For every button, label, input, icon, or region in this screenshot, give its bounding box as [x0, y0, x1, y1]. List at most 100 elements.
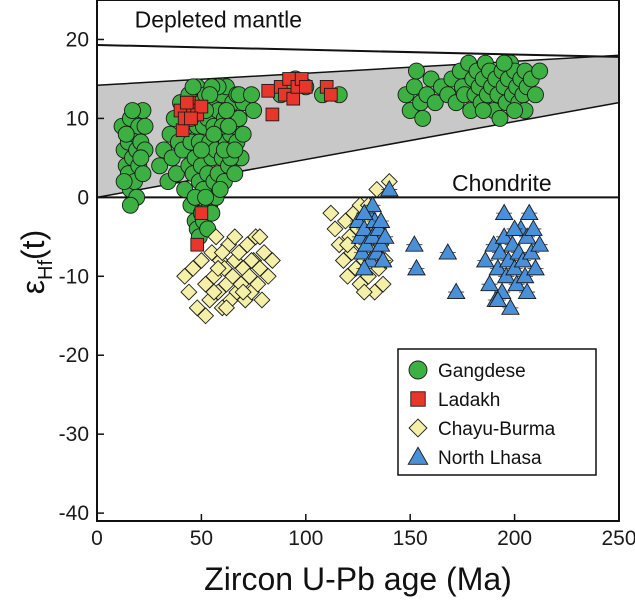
- y-axis-title-symbol: ε: [15, 280, 51, 294]
- gangdese-point: [201, 86, 219, 104]
- chayu-burma-point: [207, 228, 225, 246]
- x-tick-label: 200: [497, 527, 532, 550]
- chayu-burma-point: [226, 228, 244, 246]
- y-tick-label: 0: [77, 186, 89, 209]
- y-tick-label: 10: [66, 107, 89, 130]
- chayu-burma-point: [197, 307, 215, 325]
- gangdese-point: [134, 165, 152, 183]
- chayu-burma-point: [253, 291, 271, 309]
- north-lhasa-point: [407, 258, 426, 276]
- gangdese-point: [426, 94, 444, 112]
- gangdese-point: [115, 173, 133, 191]
- depleted-mantle-line: [96, 43, 620, 58]
- svg-text:εHf(t): εHf(t): [15, 230, 57, 294]
- ladakh-point: [265, 107, 280, 122]
- chayu-burma-point: [368, 180, 386, 198]
- north-lhasa-point: [354, 258, 374, 276]
- y-tick-label: -20: [59, 344, 89, 367]
- gangdese-point: [197, 188, 215, 206]
- ladakh-point: [179, 95, 194, 110]
- x-tick-label: 250: [601, 527, 635, 550]
- chayu-burma-point: [249, 275, 267, 293]
- gangdese-point: [218, 102, 235, 119]
- ladakh-point: [298, 80, 313, 94]
- north-lhasa-point: [373, 250, 393, 268]
- legend-marker-north-lhasa: [407, 446, 429, 465]
- north-lhasa-point: [404, 235, 424, 252]
- y-tick-label: 20: [66, 28, 89, 51]
- chayu-burma-point: [180, 283, 198, 301]
- gangdese-point: [474, 102, 492, 119]
- gangdese-point: [132, 149, 150, 167]
- legend: Gangdese Ladakh Chayu-Burma North Lhasa: [397, 348, 597, 476]
- chayu-burma-point: [322, 204, 340, 222]
- north-lhasa-point: [530, 235, 550, 252]
- gangdese-point: [211, 181, 229, 198]
- gangdese-point: [531, 62, 549, 80]
- gangdese-point: [205, 125, 223, 143]
- gangdese-point: [245, 102, 263, 119]
- gangdese-point: [124, 102, 141, 119]
- gangdese-point: [527, 86, 544, 104]
- y-axis-title-subscript: Hf: [35, 260, 57, 280]
- north-lhasa-point: [438, 243, 458, 260]
- north-lhasa-point: [375, 227, 395, 244]
- y-axis-title: εHf(t): [15, 230, 57, 294]
- gangdese-point: [226, 141, 244, 159]
- gangdese-point: [121, 196, 139, 214]
- ladakh-point: [261, 83, 276, 98]
- ladakh-point: [190, 237, 205, 252]
- plot-frame: [96, 0, 620, 522]
- chayu-burma-point: [217, 299, 235, 317]
- x-axis: 0 50 100 150 200 250: [91, 514, 635, 550]
- chayu-burma-point: [243, 251, 261, 270]
- north-lhasa-point: [526, 258, 545, 276]
- chayu-burma-point: [192, 251, 210, 270]
- gangdese-point: [167, 165, 185, 183]
- x-tick-label: 50: [190, 527, 213, 550]
- legend-marker-ladakh: [410, 391, 426, 407]
- ladakh-point: [286, 91, 301, 106]
- gangdese-point: [495, 54, 513, 72]
- legend-label-ladakh: Ladakh: [438, 390, 500, 411]
- chayu-burma-point: [259, 267, 277, 285]
- gangdese-point: [408, 62, 425, 80]
- chayu-burma-point: [374, 275, 392, 293]
- gangdese-point: [192, 141, 210, 159]
- legend-box: [397, 348, 597, 476]
- legend-label-north-lhasa: North Lhasa: [438, 448, 542, 469]
- x-axis-title: Zircon U-Pb age (Ma): [204, 561, 512, 597]
- gangdese-point: [136, 117, 154, 135]
- y-axis-title-tail: (t): [15, 230, 51, 260]
- legend-marker-gangdese: [408, 360, 428, 380]
- north-lhasa-point: [354, 203, 374, 221]
- x-tick-label: 100: [288, 527, 323, 550]
- north-lhasa-point: [480, 274, 499, 292]
- north-lhasa-point: [488, 290, 508, 307]
- gangdese-point: [220, 117, 237, 135]
- gangdese-point: [117, 125, 135, 143]
- y-axis: 20 10 0 -10 -20 -30 -40: [59, 28, 104, 525]
- north-lhasa-point: [371, 211, 391, 228]
- gangdese-point: [491, 109, 509, 127]
- legend-label-gangdese: Gangdese: [438, 361, 526, 382]
- gangdese-point: [414, 109, 432, 127]
- ladakh-point: [175, 123, 190, 138]
- gangdese-point: [226, 165, 244, 183]
- annotations: Depleted mantle Chondrite: [135, 7, 552, 196]
- y-tick-label: -30: [59, 423, 89, 446]
- north-lhasa-point: [363, 195, 383, 213]
- gangdese-point: [151, 157, 169, 175]
- y-tick-label: -10: [59, 265, 89, 288]
- annotation-depleted-mantle: Depleted mantle: [135, 7, 302, 33]
- chayu-burma-point: [209, 259, 227, 277]
- legend-marker-chayu-burma: [408, 418, 428, 438]
- ladakh-point: [194, 206, 209, 220]
- chayu-burma-point: [213, 244, 231, 262]
- data-points: [113, 54, 550, 325]
- gangdese-point: [506, 102, 524, 119]
- chayu-burma-point: [263, 251, 281, 270]
- north-lhasa-point: [379, 179, 399, 197]
- gangdese-point: [184, 78, 202, 96]
